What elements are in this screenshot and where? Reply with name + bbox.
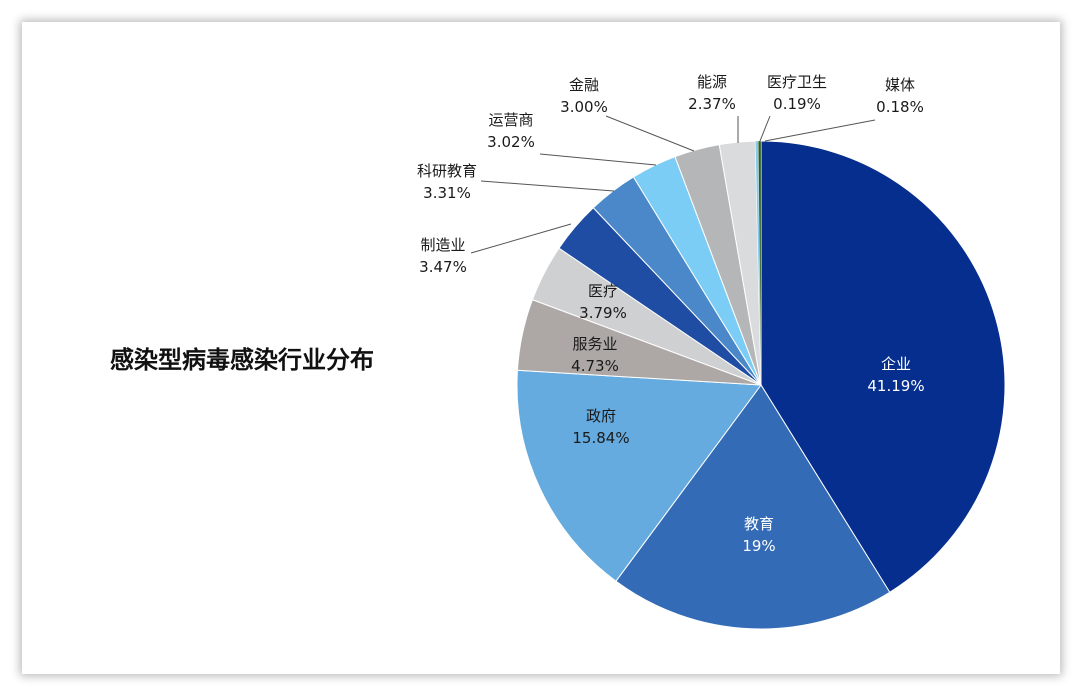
slice-value-label: 0.19%	[773, 95, 821, 113]
slice-value-label: 4.73%	[571, 357, 619, 375]
slice-name-label: 服务业	[572, 335, 617, 353]
leader-line-8	[539, 153, 657, 166]
slice-value-label: 2.37%	[688, 95, 736, 113]
slice-name-label: 政府	[586, 407, 616, 425]
slice-name-label: 企业	[881, 355, 911, 373]
leader-line-9	[605, 115, 695, 152]
slice-name-label: 能源	[697, 73, 727, 91]
leader-lines	[470, 115, 876, 254]
slice-value-label: 15.84%	[572, 429, 629, 447]
slice-value-label: 41.19%	[867, 377, 924, 395]
pie-slice-1	[760, 140, 1006, 593]
slice-value-label: 3.31%	[423, 184, 471, 202]
pie-slice-3	[516, 369, 762, 582]
leader-line-6	[470, 223, 572, 254]
slice-name-label: 媒体	[885, 76, 915, 94]
slice-value-label: 0.18%	[876, 98, 924, 116]
slice-name-label: 科研教育	[417, 162, 477, 180]
pie-slice-2	[615, 384, 891, 630]
slice-value-label: 3.47%	[419, 258, 467, 276]
leader-line-12	[764, 119, 876, 142]
slice-name-label: 运营商	[488, 111, 533, 129]
pie-slice-12	[758, 140, 762, 386]
chart-title: 感染型病毒感染行业分布	[110, 346, 374, 374]
slice-name-label: 制造业	[420, 236, 465, 254]
slice-value-label: 19%	[742, 537, 775, 555]
pie-slices	[516, 140, 1006, 630]
leader-line-11	[759, 115, 771, 142]
leader-line-7	[480, 180, 615, 192]
slice-value-label: 3.00%	[560, 98, 608, 116]
slice-value-label: 3.79%	[579, 304, 627, 322]
slice-labels: 企业 41.19% 教育 19% 政府 15.84% 服务业 4.73% 医疗 3.79% 制造业 3…	[417, 73, 925, 555]
slice-name-label: 医疗	[588, 282, 618, 300]
slice-name-label: 金融	[569, 76, 599, 94]
slice-value-label: 3.02%	[487, 133, 535, 151]
slice-name-label: 医疗卫生	[767, 73, 827, 91]
slice-name-label: 教育	[744, 515, 774, 533]
